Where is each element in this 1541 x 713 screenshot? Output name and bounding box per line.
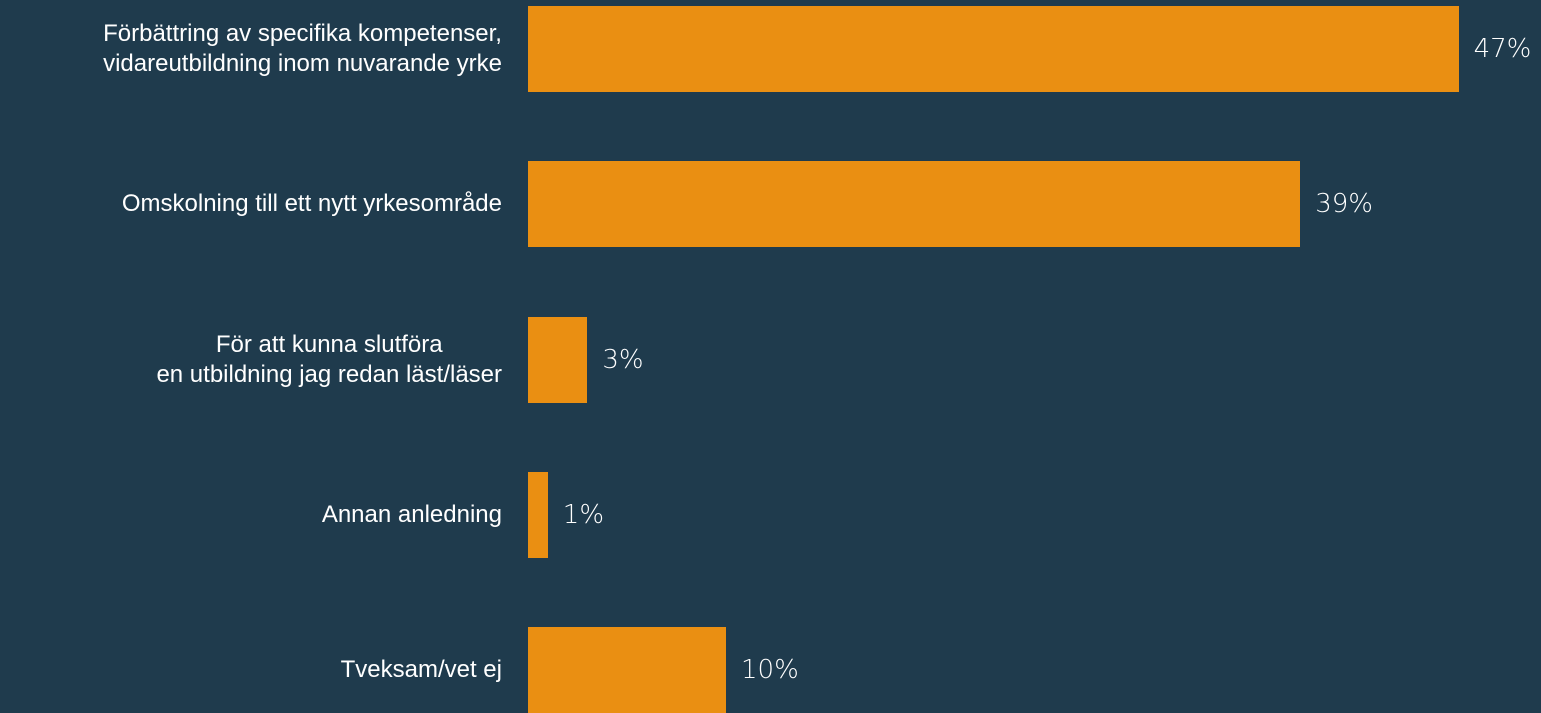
bar xyxy=(528,471,548,558)
category-label: Omskolning till ett nytt yrkesområde xyxy=(121,190,502,218)
category-box: Tveksam/vet ej xyxy=(341,627,502,713)
bar xyxy=(528,6,1459,92)
category-box: Förbättring av specifika kompetenser, vi… xyxy=(103,6,502,92)
bar xyxy=(528,627,726,713)
category-label: Annan anledning xyxy=(321,500,502,528)
value-label: 1% xyxy=(562,499,605,530)
category-box: Annan anledning xyxy=(322,472,502,558)
value-label: 39% xyxy=(1315,189,1373,220)
category-box: För att kunna slutföra en utbildning jag… xyxy=(156,317,502,403)
category-box: Omskolning till ett nytt yrkesområde xyxy=(122,161,502,247)
bar xyxy=(528,316,588,403)
category-label: Tveksam/vet ej xyxy=(340,656,502,684)
value-label: 10% xyxy=(741,655,799,686)
bar xyxy=(528,161,1301,248)
value-label: 47% xyxy=(1473,34,1532,64)
value-label: 3% xyxy=(602,344,644,375)
category-label: För att kunna slutföra en utbildning jag… xyxy=(156,330,502,388)
category-label: Förbättring av specifika kompetenser, vi… xyxy=(103,20,502,77)
